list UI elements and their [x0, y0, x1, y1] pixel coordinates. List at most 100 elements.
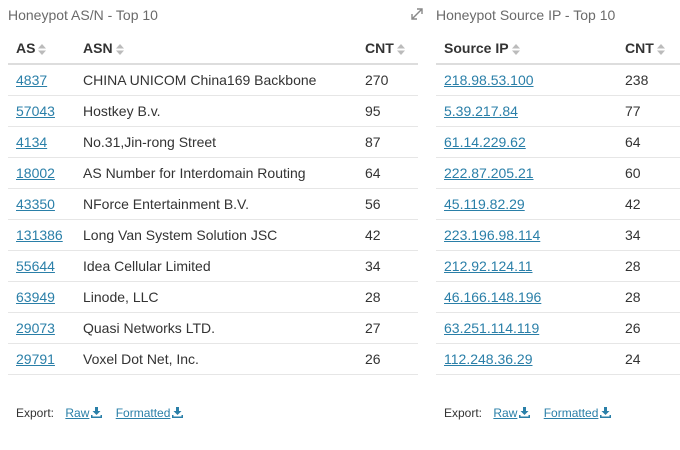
ip-export-bar: Export: Raw Formatted — [444, 406, 621, 420]
count-value: 28 — [617, 250, 680, 282]
download-icon — [91, 407, 103, 418]
as-link[interactable]: 131386 — [16, 227, 63, 243]
sort-icon[interactable] — [511, 43, 520, 55]
asn-name: Linode, LLC — [75, 281, 357, 313]
export-raw-link[interactable]: Raw — [493, 406, 531, 420]
as-link[interactable]: 29791 — [16, 351, 55, 367]
as-link[interactable]: 43350 — [16, 196, 55, 212]
table-row: 29791 Voxel Dot Net, Inc. 26 — [8, 343, 418, 375]
export-formatted-link[interactable]: Formatted — [116, 406, 184, 420]
sort-icon[interactable] — [656, 43, 665, 55]
count-value: 26 — [617, 312, 680, 344]
asn-export-bar: Export: Raw Formatted — [16, 406, 193, 420]
sort-icon[interactable] — [115, 43, 124, 55]
asn-name: Idea Cellular Limited — [75, 250, 357, 282]
count-value: 270 — [357, 64, 418, 96]
source-ip-link[interactable]: 112.248.36.29 — [444, 351, 533, 367]
column-header-label: ASN — [83, 40, 113, 56]
column-header-source-ip[interactable]: Source IP — [436, 33, 617, 65]
table-row: 43350 NForce Entertainment B.V. 56 — [8, 188, 418, 220]
count-value: 28 — [357, 281, 418, 313]
table-row: 212.92.124.11 28 — [436, 250, 680, 282]
table-row: 55644 Idea Cellular Limited 34 — [8, 250, 418, 282]
column-header-label: CNT — [365, 40, 394, 56]
asn-panel: Honeypot AS/N - Top 10 AS ASN CNT 4837 CH… — [8, 7, 424, 420]
source-ip-link[interactable]: 61.14.229.62 — [444, 134, 526, 150]
export-raw-label: Raw — [65, 406, 90, 420]
asn-table-header-row: AS ASN CNT — [8, 33, 418, 65]
as-link[interactable]: 57043 — [16, 103, 55, 119]
count-value: 60 — [617, 157, 680, 189]
source-ip-link[interactable]: 45.119.82.29 — [444, 196, 525, 212]
table-row: 218.98.53.100 238 — [436, 64, 680, 96]
table-row: 45.119.82.29 42 — [436, 188, 680, 220]
source-ip-link[interactable]: 218.98.53.100 — [444, 72, 534, 88]
table-row: 131386 Long Van System Solution JSC 42 — [8, 219, 418, 251]
export-raw-label: Raw — [493, 406, 518, 420]
source-ip-link[interactable]: 212.92.124.11 — [444, 258, 533, 274]
asn-name: Long Van System Solution JSC — [75, 219, 357, 251]
count-value: 64 — [617, 126, 680, 158]
sort-icon[interactable] — [38, 43, 47, 55]
count-value: 77 — [617, 95, 680, 127]
count-value: 42 — [357, 219, 418, 251]
as-link[interactable]: 55644 — [16, 258, 55, 274]
as-link[interactable]: 29073 — [16, 320, 55, 336]
as-link[interactable]: 18002 — [16, 165, 55, 181]
asn-table: AS ASN CNT 4837 CHINA UNICOM China169 Bac… — [8, 33, 418, 375]
ip-panel-title: Honeypot Source IP - Top 10 — [436, 7, 616, 23]
asn-name: No.31,Jin-rong Street — [75, 126, 357, 158]
column-header-asn[interactable]: ASN — [75, 33, 357, 65]
export-label: Export: — [16, 406, 55, 420]
table-row: 5.39.217.84 77 — [436, 95, 680, 127]
count-value: 24 — [617, 343, 680, 375]
export-formatted-link[interactable]: Formatted — [544, 406, 612, 420]
asn-name: Quasi Networks LTD. — [75, 312, 357, 344]
source-ip-link[interactable]: 63.251.114.119 — [444, 320, 540, 336]
column-header-cnt[interactable]: CNT — [357, 33, 418, 65]
export-label: Export: — [444, 406, 483, 420]
count-value: 34 — [617, 219, 680, 251]
table-row: 63949 Linode, LLC 28 — [8, 281, 418, 313]
as-link[interactable]: 63949 — [16, 289, 55, 305]
table-row: 223.196.98.114 34 — [436, 219, 680, 251]
ip-panel: Honeypot Source IP - Top 10 Source IP CN… — [428, 0, 680, 450]
table-row: 4837 CHINA UNICOM China169 Backbone 270 — [8, 64, 418, 96]
count-value: 238 — [617, 64, 680, 96]
sort-icon[interactable] — [396, 43, 405, 55]
source-ip-link[interactable]: 223.196.98.114 — [444, 227, 541, 243]
column-header-cnt[interactable]: CNT — [617, 33, 680, 65]
export-formatted-label: Formatted — [115, 406, 171, 420]
table-row: 46.166.148.196 28 — [436, 281, 680, 313]
source-ip-link[interactable]: 46.166.148.196 — [444, 289, 542, 305]
column-header-as[interactable]: AS — [8, 33, 75, 65]
count-value: 87 — [357, 126, 418, 158]
source-ip-link[interactable]: 5.39.217.84 — [444, 103, 518, 119]
asn-name: Hostkey B.v. — [75, 95, 357, 127]
column-header-label: CNT — [625, 40, 654, 56]
count-value: 26 — [357, 343, 418, 375]
count-value: 95 — [357, 95, 418, 127]
column-header-label: AS — [16, 40, 36, 56]
export-formatted-label: Formatted — [543, 406, 599, 420]
table-row: 222.87.205.21 60 — [436, 157, 680, 189]
table-row: 18002 AS Number for Interdomain Routing 64 — [8, 157, 418, 189]
count-value: 64 — [357, 157, 418, 189]
count-value: 27 — [357, 312, 418, 344]
as-link[interactable]: 4134 — [16, 134, 48, 150]
table-row: 61.14.229.62 64 — [436, 126, 680, 158]
expand-icon[interactable] — [410, 7, 424, 21]
column-header-label: Source IP — [444, 40, 509, 56]
export-raw-link[interactable]: Raw — [65, 406, 103, 420]
asn-name: Voxel Dot Net, Inc. — [75, 343, 357, 375]
ip-table-header-row: Source IP CNT — [436, 33, 680, 65]
asn-name: CHINA UNICOM China169 Backbone — [75, 64, 357, 96]
ip-table: Source IP CNT 218.98.53.100 238 5.39.217.… — [436, 33, 680, 375]
count-value: 34 — [357, 250, 418, 282]
source-ip-link[interactable]: 222.87.205.21 — [444, 165, 534, 181]
count-value: 28 — [617, 281, 680, 313]
table-row: 112.248.36.29 24 — [436, 343, 680, 375]
as-link[interactable]: 4837 — [16, 72, 48, 88]
table-row: 57043 Hostkey B.v. 95 — [8, 95, 418, 127]
count-value: 42 — [617, 188, 680, 220]
